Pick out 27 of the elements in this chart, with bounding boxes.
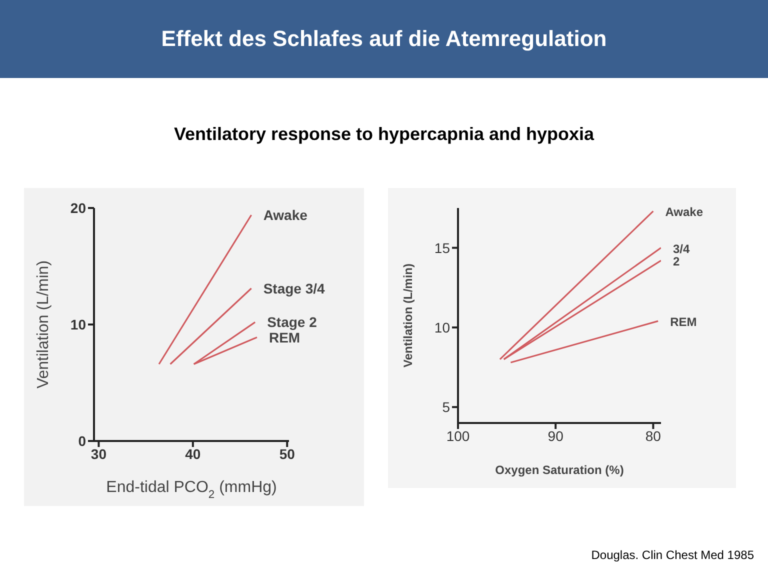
series-label: Awake <box>665 205 704 220</box>
y-axis-title: Ventilation (L/min) <box>35 260 52 389</box>
y-tick-label: 0 <box>78 432 86 449</box>
x-tick-label: 40 <box>185 446 201 462</box>
series-label: REM <box>670 315 697 330</box>
text: Ventilatory response to hypercapnia and hypoxia <box>172 124 596 145</box>
x-tick-label: 90 <box>548 428 564 444</box>
x-axis-title: Oxygen Saturation (%) <box>495 463 624 477</box>
x-tick-label: 50 <box>279 446 296 462</box>
series-label: 3/4 <box>673 242 690 256</box>
text: Effekt des Schlafes auf die Atemregulation <box>160 26 608 52</box>
series-label: 2 <box>673 254 680 269</box>
x-tick-label: 80 <box>645 428 662 444</box>
y-tick-label: 20 <box>70 200 86 216</box>
series-label: REM <box>268 329 300 346</box>
y-tick-label: 5 <box>442 399 450 416</box>
series-label: Stage 3/4 <box>263 280 326 296</box>
series-label: Stage 2 <box>267 314 318 330</box>
x-axis-title: End-tidal PCO$_{2}$ (mmHg) <box>106 479 277 501</box>
y-tick-label: 10 <box>70 316 86 332</box>
y-tick-label: 15 <box>434 240 450 256</box>
x-tick-label: 30 <box>90 446 107 462</box>
series-label: Awake <box>263 206 308 223</box>
text: Douglas. Clin Chest Med 1985 <box>591 548 754 562</box>
y-tick-label: 10 <box>434 319 450 336</box>
x-tick-label: 100 <box>446 428 470 444</box>
y-axis-title: Ventilation (L/min) <box>401 264 415 368</box>
